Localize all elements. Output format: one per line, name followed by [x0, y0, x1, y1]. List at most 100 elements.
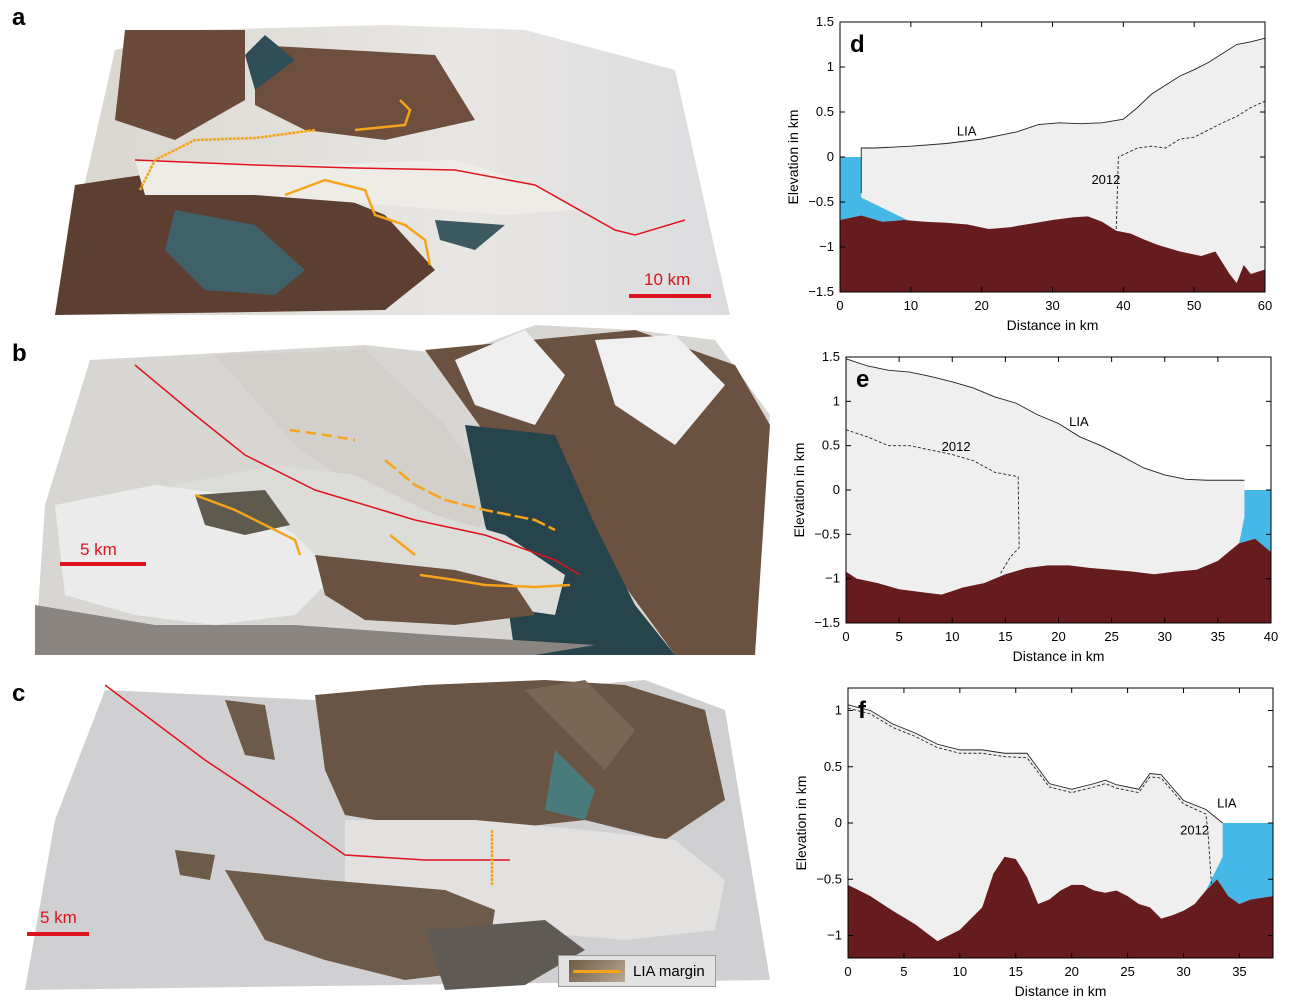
x-tick-label: 10	[945, 629, 959, 644]
ice-body-area	[861, 38, 1265, 284]
y-tick-label: −0.5	[814, 526, 840, 541]
chart-panel-d: 0 10 20 30 40 50 60 −1.5 −1 −0.5 0 0.5 1 1.5 Distance …	[780, 12, 1285, 347]
x-tick-label: 30	[1158, 629, 1172, 644]
surface-2012-line	[845, 429, 1020, 575]
scale-label-a: 10 km	[644, 270, 691, 289]
y-axis-label: Elevation in km	[791, 443, 807, 538]
x-tick-label: 0	[844, 964, 851, 979]
y-tick-label: −0.5	[816, 871, 842, 886]
surface-2012-line	[1115, 100, 1266, 230]
annotation-label: LIA	[1217, 795, 1237, 810]
x-tick-label: 25	[1104, 629, 1118, 644]
annotation-label: 2012	[1180, 822, 1209, 837]
y-axis-label: Elevation in km	[785, 110, 801, 205]
lia-margin-line	[138, 128, 316, 191]
flowline-a	[134, 159, 686, 236]
bedrock-area	[848, 856, 1273, 958]
chart-panel-f: 0 5 10 15 20 25 30 35 −1 −0.5 0 0.5 1 Distance in km E…	[780, 680, 1285, 1006]
terrain-image-a	[55, 25, 730, 315]
lia-margin-line	[384, 459, 556, 532]
terrain-image-c	[25, 680, 770, 990]
x-tick-label: 25	[1120, 964, 1134, 979]
panel-letter-f: f	[858, 697, 867, 724]
x-axis-label: Distance in km	[1007, 317, 1099, 333]
y-axis-label: Elevation in km	[793, 776, 809, 871]
scalebar-a	[629, 294, 711, 298]
panel-letter-e: e	[856, 366, 869, 393]
panel-letter-d: d	[850, 31, 865, 58]
y-tick-label: 0.5	[822, 438, 840, 453]
x-tick-label: 15	[998, 629, 1012, 644]
flowline-b	[134, 364, 581, 576]
elevation-profile-chart-e: 0 5 10 15 20 25 30 35 40 −1.5 −1 −0.5 0 0.5 1 1.5 Distan…	[791, 349, 1278, 664]
lia-surface-line	[847, 704, 1223, 857]
y-tick-label: −1	[819, 239, 834, 254]
x-tick-label: 10	[953, 964, 967, 979]
y-tick-label: 0	[827, 149, 834, 164]
lia-margin-line	[389, 534, 416, 556]
annotation-label: LIA	[957, 123, 977, 138]
x-tick-label: 0	[836, 298, 843, 313]
x-tick-label: 35	[1232, 964, 1246, 979]
surface-2012-line	[847, 707, 1212, 885]
x-axis-label: Distance in km	[1013, 648, 1105, 664]
x-tick-label: 50	[1187, 298, 1201, 313]
x-tick-label: 40	[1116, 298, 1130, 313]
y-tick-label: 0	[833, 482, 840, 497]
seawater-area	[1205, 823, 1273, 904]
x-tick-label: 30	[1045, 298, 1059, 313]
x-tick-label: 10	[904, 298, 918, 313]
map-panel-a	[55, 10, 730, 320]
scalebar-c	[27, 932, 89, 936]
x-tick-label: 40	[1264, 629, 1278, 644]
y-tick-label: 0	[835, 815, 842, 830]
scalebar-b	[60, 562, 146, 566]
lia-margin-line	[354, 99, 412, 132]
y-tick-label: −0.5	[808, 194, 834, 209]
y-tick-label: 1	[827, 59, 834, 74]
x-tick-label: 20	[974, 298, 988, 313]
lia-margin-line	[284, 178, 432, 266]
annotation-label: LIA	[1069, 414, 1089, 429]
x-tick-label: 20	[1064, 964, 1078, 979]
annotation-label: 2012	[942, 439, 971, 454]
y-tick-label: 0.5	[824, 759, 842, 774]
terrain-image-b	[35, 325, 770, 655]
lia-margin-swatch	[569, 960, 625, 982]
seawater-area	[840, 157, 911, 222]
x-tick-label: 30	[1176, 964, 1190, 979]
lia-surface-line	[860, 37, 1266, 193]
lia-margin-line	[289, 428, 356, 442]
x-tick-label: 35	[1211, 629, 1225, 644]
y-tick-label: −1.5	[814, 615, 840, 630]
map-panel-b	[35, 325, 770, 655]
scale-label-b: 5 km	[80, 540, 117, 559]
ice-body-area	[846, 358, 1245, 595]
y-tick-label: 1.5	[822, 349, 840, 364]
map-legend: LIA margin	[558, 955, 716, 987]
annotation-label: 2012	[1091, 172, 1120, 187]
x-tick-label: 20	[1051, 629, 1065, 644]
y-tick-label: −1	[825, 571, 840, 586]
legend-label: LIA margin	[633, 962, 705, 980]
elevation-profile-chart-f: 0 5 10 15 20 25 30 35 −1 −0.5 0 0.5 1 Distance in km E…	[793, 687, 1274, 999]
y-tick-label: −1	[827, 928, 842, 943]
ice-body-area	[848, 704, 1223, 942]
lia-surface-line	[845, 358, 1245, 550]
y-tick-label: 0.5	[816, 104, 834, 119]
panel-letter-c: c	[12, 680, 26, 707]
y-tick-label: 1	[833, 393, 840, 408]
panel-letter-a: a	[12, 4, 26, 31]
map-panel-c	[25, 670, 770, 1000]
lia-margin-line	[194, 493, 302, 556]
flowline-c	[104, 684, 510, 861]
x-tick-label: 5	[896, 629, 903, 644]
elevation-profile-chart-d: 0 10 20 30 40 50 60 −1.5 −1 −0.5 0 0.5 1 1.5 Distance …	[785, 14, 1272, 333]
scale-label-c: 5 km	[40, 908, 77, 927]
x-tick-label: 60	[1258, 298, 1272, 313]
lia-margin-line	[419, 573, 571, 589]
x-tick-label: 0	[842, 629, 849, 644]
bedrock-area	[840, 215, 1265, 292]
x-axis-label: Distance in km	[1015, 983, 1107, 999]
bedrock-area	[846, 538, 1271, 623]
